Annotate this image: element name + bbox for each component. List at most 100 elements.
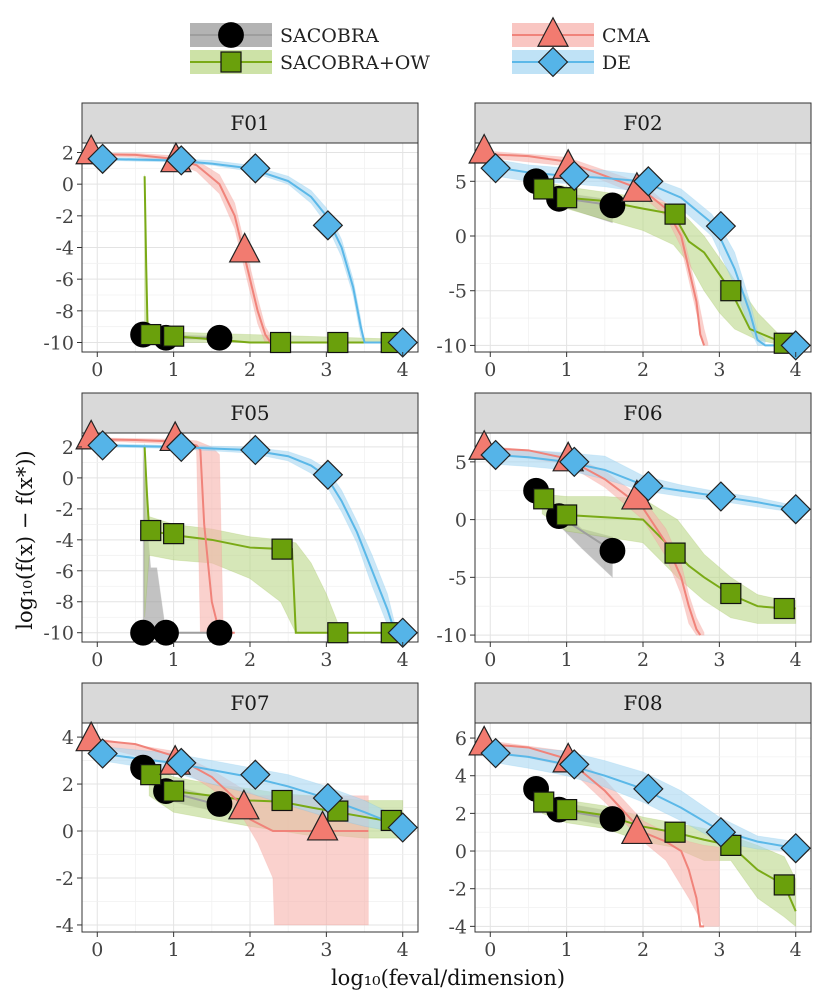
point-sacobra-ow (664, 203, 686, 225)
x-tick-label: 0 (484, 939, 496, 961)
x-tick-label: 3 (713, 939, 725, 961)
point-de (633, 773, 664, 805)
y-tick-label: -2 (448, 879, 467, 901)
point-de (780, 330, 811, 361)
point-cma (306, 810, 339, 841)
y-tick-label: -2 (55, 868, 74, 890)
markers (75, 133, 418, 358)
panel-f07: F07 0 1 2 3 4 4 2 0 -2 -4 (55, 682, 419, 961)
x-tick-label: 3 (320, 649, 332, 671)
point-sacobra-ow (327, 622, 349, 644)
legend-label: SACOBRA+OW (280, 52, 430, 74)
legend-label: CMA (602, 25, 650, 47)
y-tick-label: -2 (55, 206, 74, 228)
x-tick-label: 1 (561, 649, 573, 671)
legend-item-sacobra: SACOBRA (190, 22, 379, 48)
point-sacobra-ow (664, 821, 686, 843)
legend-item-cma: CMA (512, 16, 650, 47)
point-sacobra-ow (271, 538, 293, 560)
point-sacobra-ow (533, 178, 555, 200)
y-tick-label: -2 (55, 499, 74, 521)
x-tick-label: 2 (244, 649, 256, 671)
y-tick-label: -5 (448, 567, 467, 589)
markers (75, 720, 418, 843)
panels: F01 0 1 2 3 4 2 0 -2 -4 -6 -8 -10 F02 0 1 2 3 4 5 0 -5 -10 F05 0… (43, 102, 812, 961)
y-tick-label: 2 (62, 774, 74, 796)
point-de (480, 152, 511, 184)
axis-ticks: 0 1 2 3 4 5 0 -5 -10 (436, 452, 801, 671)
y-tick-label: 4 (62, 727, 74, 749)
point-de (780, 493, 811, 525)
point-de (312, 210, 344, 241)
y-tick-label: -5 (448, 281, 467, 303)
facet-strip (81, 102, 419, 144)
y-tick-label: -6 (55, 269, 74, 291)
y-tick-label: -10 (43, 623, 74, 645)
point-sacobra-ow (140, 519, 162, 542)
point-de (240, 153, 271, 184)
point-de (166, 747, 197, 779)
y-tick-label: -8 (55, 592, 74, 614)
series-line-sacobra-ow (143, 446, 403, 634)
panel-f08: F08 0 1 2 3 4 6 4 2 0 -2 -4 (448, 682, 812, 961)
point-sacobra (599, 192, 626, 219)
point-sacobra (130, 619, 156, 646)
facet-title: F02 (623, 111, 662, 135)
facet-title: F07 (230, 691, 269, 715)
x-axis-title: log₁₀(feval/dimension) (331, 966, 565, 990)
band-de (100, 156, 365, 343)
x-tick-label: 3 (713, 649, 725, 671)
point-de (633, 166, 664, 197)
y-tick-label: 5 (455, 171, 467, 193)
y-tick-label: -4 (55, 530, 74, 552)
markers (468, 429, 811, 620)
facet-title: F06 (623, 401, 662, 425)
x-tick-label: 2 (244, 359, 256, 381)
y-tick-label: 2 (455, 803, 467, 825)
legend: SACOBRA SACOBRA+OW CMA DE (190, 16, 650, 78)
point-de (559, 160, 590, 192)
legend-label: DE (602, 52, 631, 74)
point-cma (228, 232, 261, 263)
x-tick-label: 1 (168, 939, 180, 961)
point-sacobra-ow (533, 791, 555, 813)
point-sacobra (599, 537, 626, 564)
x-tick-label: 4 (790, 359, 802, 381)
point-de (240, 434, 271, 466)
series-line-cma (89, 153, 272, 344)
y-tick-label: 6 (455, 728, 467, 750)
x-tick-label: 4 (397, 359, 409, 381)
point-de (387, 812, 418, 843)
x-tick-label: 0 (484, 649, 496, 671)
axis-ticks: 0 1 2 3 4 2 0 -2 -4 -6 -8 -10 (43, 437, 408, 671)
y-tick-label: -6 (55, 561, 74, 583)
point-sacobra (206, 324, 233, 351)
point-sacobra (599, 806, 626, 832)
y-axis-title: log₁₀(f(x) − f(x*)) (13, 450, 37, 629)
point-sacobra-ow (140, 323, 162, 346)
point-sacobra (206, 791, 233, 817)
x-tick-label: 3 (713, 359, 725, 381)
point-sacobra-ow (163, 325, 185, 347)
point-de (705, 210, 737, 242)
x-tick-label: 1 (168, 649, 180, 671)
legend-item-de: DE (512, 46, 631, 78)
point-sacobra-ow (773, 874, 795, 896)
x-tick-label: 0 (91, 649, 103, 671)
y-tick-label: -10 (43, 333, 74, 355)
y-tick-label: 5 (455, 452, 467, 474)
facet-title: F05 (230, 401, 269, 425)
y-tick-label: -8 (55, 301, 74, 323)
y-tick-label: 2 (62, 437, 74, 459)
point-sacobra-ow (720, 280, 742, 302)
y-tick-label: 2 (62, 143, 74, 165)
y-tick-label: -4 (55, 238, 74, 260)
point-de (480, 737, 511, 769)
axis-ticks: 0 1 2 3 4 5 0 -5 -10 (436, 171, 801, 381)
point-de (780, 832, 811, 864)
point-sacobra-ow (163, 780, 185, 802)
y-tick-label: 0 (455, 841, 467, 863)
x-tick-label: 0 (91, 939, 103, 961)
point-cma (468, 133, 501, 164)
x-tick-label: 2 (637, 649, 649, 671)
